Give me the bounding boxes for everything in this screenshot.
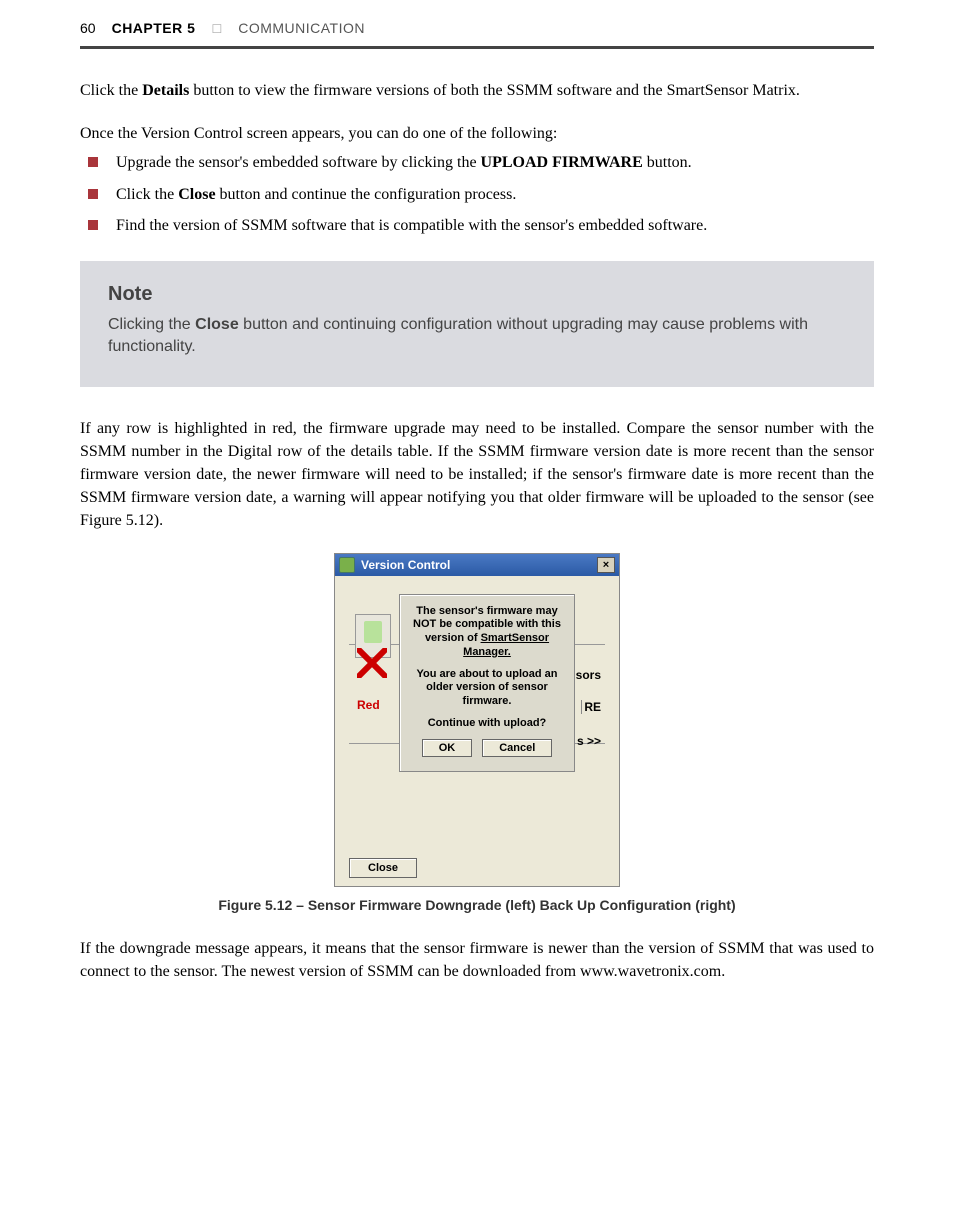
dialog-title: Version Control <box>361 558 591 572</box>
popup-button-row: OK Cancel <box>408 739 566 757</box>
cancel-button[interactable]: Cancel <box>482 739 552 757</box>
confirmation-popup: The sensor's firmware may NOT be compati… <box>399 594 575 772</box>
popup-warning-2: You are about to upload an older version… <box>408 668 566 709</box>
bullet-list: Upgrade the sensor's embedded software b… <box>80 151 874 237</box>
version-control-dialog: Version Control × Red sors RE s >> The s… <box>334 553 620 887</box>
chapter-label: CHAPTER 5 <box>112 20 196 36</box>
chapter-separator: ☐ <box>211 22 222 36</box>
list-item: Find the version of SSMM software that i… <box>80 214 874 237</box>
dialog-body: Red sors RE s >> The sensor's firmware m… <box>335 576 619 886</box>
bg-text-fragment: RE <box>581 700 601 714</box>
popup-question: Continue with upload? <box>408 717 566 731</box>
ok-button[interactable]: OK <box>422 739 473 757</box>
paragraph-2: Once the Version Control screen appears,… <box>80 122 874 145</box>
note-title: Note <box>108 283 846 306</box>
close-button[interactable]: Close <box>349 858 417 878</box>
page-header: 60 CHAPTER 5 ☐ COMMUNICATION <box>80 20 874 49</box>
note-body: Clicking the Close button and continuing… <box>108 314 846 359</box>
bg-red-label: Red <box>357 698 380 712</box>
red-x-icon <box>357 648 387 678</box>
list-item: Click the Close button and continue the … <box>80 183 874 206</box>
chapter-title: COMMUNICATION <box>238 20 365 36</box>
note-box: Note Clicking the Close button and conti… <box>80 261 874 387</box>
bg-text-fragment: sors <box>576 668 601 682</box>
details-label: Details <box>142 82 189 99</box>
close-icon[interactable]: × <box>597 557 615 573</box>
list-item: Upgrade the sensor's embedded software b… <box>80 151 874 174</box>
paragraph-1: Click the Details button to view the fir… <box>80 79 874 102</box>
paragraph-3: If any row is highlighted in red, the fi… <box>80 417 874 533</box>
popup-warning-1: The sensor's firmware may NOT be compati… <box>408 605 566 660</box>
bg-text-fragment: s >> <box>574 734 601 748</box>
figure-caption: Figure 5.12 – Sensor Firmware Downgrade … <box>80 897 874 913</box>
paragraph-4: If the downgrade message appears, it mea… <box>80 937 874 983</box>
app-icon <box>339 557 355 573</box>
page-number: 60 <box>80 20 96 36</box>
dialog-titlebar: Version Control × <box>335 554 619 576</box>
